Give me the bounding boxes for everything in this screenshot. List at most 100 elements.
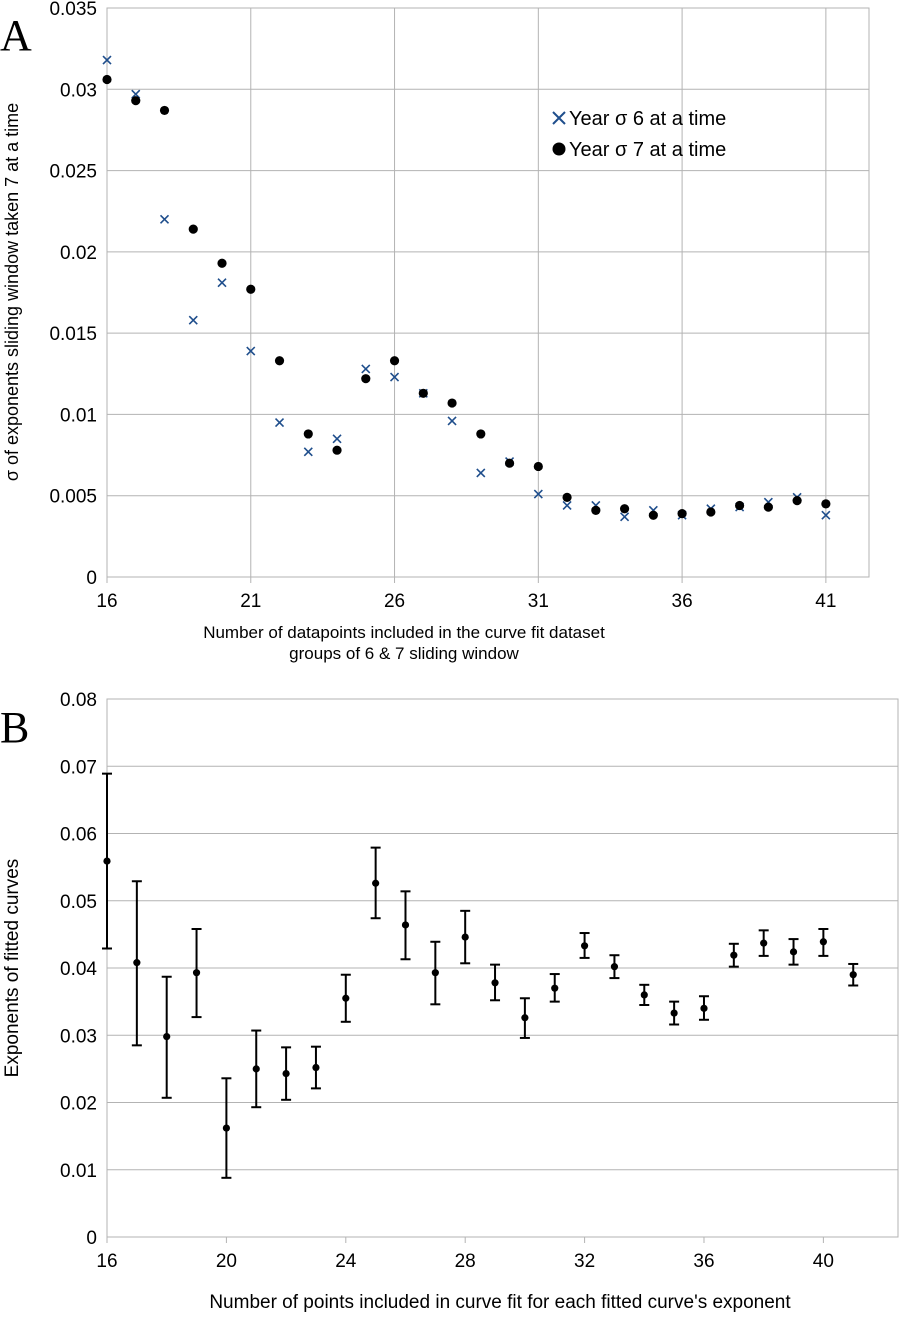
data-point-x-marker	[188, 315, 198, 325]
y-tick-label: 0.01	[60, 405, 97, 426]
data-point-circle	[821, 499, 831, 509]
error-bar-point	[310, 1045, 321, 1090]
data-point-circle	[217, 258, 227, 268]
y-tick-label: 0.035	[49, 0, 97, 20]
data-point-circle	[735, 500, 745, 511]
data-point-circle	[447, 398, 457, 408]
data-point	[133, 959, 141, 967]
data-point-circle	[562, 492, 572, 502]
chart-a: 0 0.005 0.01 0.015 0.02 0.025 0.03 0.035 16 21 26 3…	[2, 0, 870, 663]
data-point	[760, 939, 768, 947]
error-bar-point	[102, 772, 112, 950]
data-point-circle	[706, 507, 716, 517]
x-tick-label: 40	[813, 1251, 834, 1272]
data-point	[491, 979, 499, 987]
data-point-circle	[418, 388, 428, 398]
y-tick-label: 0.08	[60, 690, 97, 711]
y-tick-label: 0.025	[49, 162, 97, 183]
x-tick-label: 21	[240, 591, 261, 612]
error-bar-point	[430, 940, 441, 1006]
x-tick-label: 36	[672, 591, 693, 612]
data-point-circle	[274, 356, 285, 366]
data-point-x-marker	[332, 434, 342, 444]
grid-a	[106, 7, 869, 583]
data-point-x-marker	[131, 89, 141, 99]
data-point	[849, 971, 857, 979]
data-point-x-marker	[217, 278, 227, 288]
chart-b: 0 0.01 0.02 0.03 0.04 0.05 0.06 0.07 0.08 16 20 24 2…	[2, 690, 899, 1313]
data-point-x-marker	[620, 512, 630, 522]
data-point-circle	[389, 356, 400, 366]
data-point-circle	[648, 510, 658, 520]
data-point-circle	[303, 429, 313, 439]
data-point-circle	[159, 105, 170, 116]
data-point	[580, 942, 589, 950]
x-tick-label: 28	[455, 1251, 476, 1272]
error-bar-point	[370, 846, 381, 920]
data-point-x-marker	[274, 417, 285, 428]
y-tick-label: 0.06	[60, 825, 97, 846]
data-point	[819, 938, 827, 946]
error-bar-point	[161, 975, 172, 1099]
panel-b-label: B	[0, 703, 30, 752]
error-bar-point	[669, 1000, 680, 1026]
data-point	[103, 857, 111, 865]
y-tick-label: 0.04	[60, 959, 97, 980]
x-tick-label: 16	[96, 1251, 117, 1272]
y-tick-label: 0	[86, 1228, 97, 1249]
data-point	[222, 1124, 230, 1132]
error-bar-point	[609, 954, 620, 980]
y-axis-label: Exponents of fitted curves	[2, 859, 23, 1078]
x-tick-label: 26	[384, 591, 405, 612]
data-point-circle	[361, 374, 371, 384]
data-point-x-marker	[389, 372, 400, 382]
data-point-x-marker	[562, 500, 572, 511]
data-point-circle	[246, 284, 256, 294]
error-bar-point	[340, 973, 351, 1023]
data-point	[282, 1069, 290, 1078]
data-point-circle	[619, 504, 630, 514]
legend-marker-x	[552, 111, 566, 125]
data-point	[730, 951, 738, 959]
data-point-x-marker	[447, 416, 457, 426]
data-point	[551, 984, 559, 992]
data-point	[401, 921, 410, 929]
data-point	[461, 933, 469, 941]
data-point-circle	[332, 445, 342, 455]
data-point	[312, 1063, 320, 1072]
error-bar-point	[848, 962, 859, 987]
legend-label-6: Year σ 6 at a time	[569, 108, 726, 130]
data-point-circle	[504, 458, 515, 468]
x-axis-label-2: groups of 6 & 7 sliding window	[289, 644, 519, 663]
data-point-circle	[677, 508, 687, 519]
error-bar-point	[549, 973, 560, 1003]
error-bar-point	[519, 997, 530, 1039]
y-tick-label: 0	[86, 568, 97, 589]
y-tick-label: 0.005	[49, 487, 97, 508]
data-point	[700, 1004, 708, 1012]
data-point-circle	[533, 461, 543, 472]
data-point	[192, 969, 201, 977]
y-tick-label: 0.03	[60, 1026, 97, 1047]
data-point-x-marker	[361, 364, 371, 374]
error-bar-point	[579, 932, 590, 959]
data-point-circle	[102, 74, 112, 85]
data-point	[431, 969, 439, 977]
y-tick-label: 0.07	[60, 757, 97, 778]
data-point-circle	[131, 96, 141, 106]
x-axis-label: Number of points included in curve fit f…	[209, 1292, 791, 1313]
data-point	[521, 1014, 529, 1022]
y-tick-label: 0.015	[49, 324, 97, 345]
data-point	[252, 1065, 260, 1073]
data-point	[610, 963, 619, 971]
data-point-circle	[476, 429, 486, 439]
y-axis-label: σ of exponents sliding window taken 7 at…	[2, 103, 22, 481]
panel-a-label: A	[0, 11, 32, 60]
data-point-x-marker	[821, 510, 831, 520]
data-point-x-marker	[533, 489, 543, 499]
x-tick-label: 20	[216, 1251, 237, 1272]
error-bar-point	[490, 963, 501, 1002]
y-tick-label: 0.05	[60, 892, 97, 913]
x-tick-label: 31	[528, 591, 549, 612]
x-tick-label: 16	[96, 591, 117, 612]
